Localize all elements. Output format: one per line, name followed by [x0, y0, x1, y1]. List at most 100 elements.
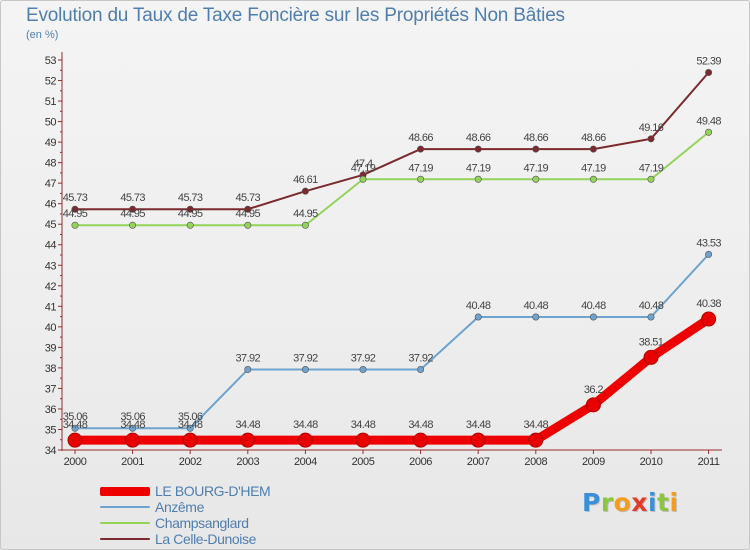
legend-swatch [100, 506, 150, 508]
data-label: 37.92 [351, 353, 376, 365]
y-tick-label: 39 [45, 342, 57, 354]
data-point [470, 432, 486, 448]
data-label: 34.48 [293, 419, 318, 431]
data-point [647, 135, 655, 143]
data-point [129, 424, 137, 432]
data-label: 47.19 [639, 162, 664, 174]
data-point [474, 313, 482, 321]
data-label: 46.61 [293, 174, 318, 186]
legend-swatch [100, 538, 150, 540]
legend-label: LE BOURG-D'HEM [155, 483, 271, 499]
series-line [74, 71, 710, 211]
data-point [186, 205, 194, 213]
data-label: 47.19 [351, 162, 376, 174]
x-tick-label: 2008 [524, 456, 547, 468]
data-label: 34.48 [63, 419, 88, 431]
data-point [528, 432, 544, 448]
data-label: 37.92 [408, 353, 433, 365]
data-point [301, 187, 309, 195]
data-label: 36.2 [584, 384, 603, 396]
data-label: 34.48 [408, 419, 433, 431]
series-champsanglard: 44.95 44.95 44.95 44.95 44.95 47.19 47.19 47.19… [63, 115, 722, 229]
data-point [647, 175, 655, 183]
legend-swatch [100, 522, 150, 524]
data-point [240, 432, 256, 448]
legend-item: Anzême [100, 499, 340, 515]
y-tick-label: 49 [45, 137, 57, 149]
data-label: 40.48 [466, 300, 491, 312]
data-label: 48.66 [581, 132, 606, 144]
data-label: 45.73 [178, 192, 203, 204]
x-tick-label: 2007 [467, 456, 490, 468]
data-point [417, 366, 425, 374]
data-label: 34.48 [236, 419, 261, 431]
y-tick-label: 51 [45, 96, 57, 108]
legend-item: Champsanglard [100, 515, 340, 531]
series-anz-me: 35.06 35.06 35.06 37.92 37.92 37.92 37.92 40.48… [63, 237, 722, 432]
series-la-celle-dunoise: 45.73 45.73 45.73 45.73 46.61 47.4 48.66 48.66 4… [63, 56, 722, 213]
data-label: 40.48 [581, 300, 606, 312]
logo-letter: i [648, 488, 658, 517]
series-line [74, 131, 710, 227]
series-line [74, 253, 710, 430]
legend-swatch [100, 486, 150, 496]
data-label: 44.95 [178, 208, 203, 220]
y-tick-label: 45 [45, 219, 57, 231]
data-label: 40.48 [639, 300, 664, 312]
data-point [125, 432, 141, 448]
data-point [244, 221, 252, 229]
data-label: 40.38 [696, 298, 721, 310]
data-point [701, 311, 717, 327]
data-point [129, 205, 137, 213]
data-point [67, 432, 83, 448]
y-tick-label: 38 [45, 363, 57, 375]
data-point [244, 205, 252, 213]
data-point [359, 366, 367, 374]
data-point [301, 221, 309, 229]
data-label: 47.19 [524, 162, 549, 174]
y-tick-label: 34 [45, 445, 57, 457]
data-label: 34.48 [120, 419, 145, 431]
logo-letter: x [631, 488, 648, 517]
data-point [474, 175, 482, 183]
data-point [301, 366, 309, 374]
data-label: 34.48 [351, 419, 376, 431]
data-point [532, 313, 540, 321]
data-point [71, 221, 79, 229]
logo-letter: i [669, 488, 679, 517]
data-label: 47.19 [581, 162, 606, 174]
data-label: 34.48 [466, 419, 491, 431]
data-point [182, 432, 198, 448]
series-line [70, 314, 714, 445]
data-label: 37.92 [236, 353, 261, 365]
data-label: 48.66 [524, 132, 549, 144]
data-label: 49.48 [696, 115, 721, 127]
x-tick-label: 2002 [179, 456, 202, 468]
x-tick-label: 2009 [582, 456, 605, 468]
x-tick-label: 2011 [698, 456, 720, 468]
x-tick-label: 2005 [352, 456, 375, 468]
data-point [705, 128, 713, 136]
legend-item: La Celle-Dunoise [100, 531, 340, 547]
data-point [186, 221, 194, 229]
data-label: 35.06 [63, 411, 88, 423]
data-point [186, 424, 194, 432]
data-label: 44.95 [120, 208, 145, 220]
data-label: 49.16 [639, 122, 664, 134]
y-tick-label: 37 [45, 383, 57, 395]
data-point [71, 424, 79, 432]
data-label: 34.48 [178, 419, 203, 431]
legend-item: LE BOURG-D'HEM [100, 483, 340, 499]
y-tick-label: 48 [45, 158, 57, 170]
data-label: 47.4 [353, 158, 372, 170]
data-label: 37.92 [293, 353, 318, 365]
proxiti-logo: Proxiti [582, 488, 679, 517]
data-label: 38.51 [639, 336, 664, 348]
data-point [589, 145, 597, 153]
legend-label: La Celle-Dunoise [155, 531, 256, 547]
data-label: 44.95 [63, 208, 88, 220]
data-label: 44.95 [236, 208, 261, 220]
data-label: 45.73 [236, 192, 261, 204]
data-point [359, 175, 367, 183]
data-label: 48.66 [466, 132, 491, 144]
